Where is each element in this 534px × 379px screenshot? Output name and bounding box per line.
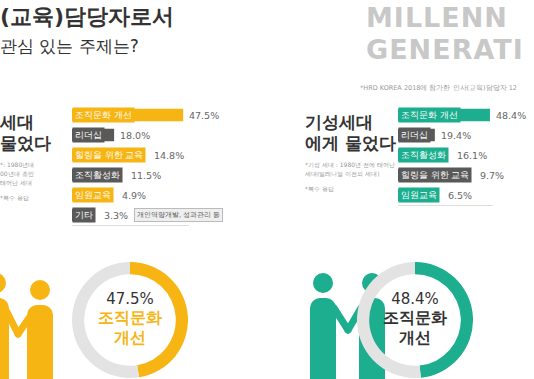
svg-text:리더십: 리더십	[75, 130, 102, 140]
html-text:태어난 세대: 태어난 세대	[0, 179, 32, 186]
html-text:세대: 세대	[0, 112, 34, 132]
svg-text:14.8%: 14.8%	[154, 150, 184, 161]
html-text:개선: 개선	[114, 328, 146, 347]
svg-text:9.7%: 9.7%	[480, 170, 504, 181]
html-text:GENERATI: GENERATI	[366, 34, 524, 65]
svg-text:조직문화 개선: 조직문화 개선	[75, 110, 132, 120]
svg-text:48.4%: 48.4%	[496, 110, 526, 121]
html-text:세대(밀레니얼 이전의 세대): 세대(밀레니얼 이전의 세대)	[305, 170, 380, 177]
html-text:48.4%: 48.4%	[391, 290, 439, 308]
html-text:기성세대: 기성세대	[305, 112, 373, 132]
svg-text:3.3%: 3.3%	[104, 210, 128, 221]
html-text:에게 물었다: 에게 물었다	[305, 133, 396, 153]
html-text:조직문화: 조직문화	[98, 308, 162, 327]
html-text:물었다: 물었다	[0, 133, 51, 153]
html-text:*기성 세대 : 1980년 전에 태어난: *기성 세대 : 1980년 전에 태어난	[305, 161, 395, 168]
html-text:(교육)담당자로서: (교육)담당자로서	[0, 4, 175, 29]
html-text:*복수 응답: *복수 응답	[305, 185, 334, 192]
html-text:*HRD KOREA 2018에 참가한 인사(교육)담당자: *HRD KOREA 2018에 참가한 인사(교육)담당자 12	[360, 84, 517, 92]
svg-text:개인역량개발, 성과관리 등: 개인역량개발, 성과관리 등	[137, 211, 220, 219]
svg-text:11.5%: 11.5%	[131, 170, 161, 181]
svg-text:힐링을 위한 교육: 힐링을 위한 교육	[75, 150, 143, 160]
svg-text:16.1%: 16.1%	[457, 150, 487, 161]
svg-text:조직문화 개선: 조직문화 개선	[401, 110, 458, 120]
svg-text:조직활성화: 조직활성화	[401, 150, 446, 160]
html-text:47.5%: 47.5%	[106, 290, 154, 308]
svg-text:임원교육: 임원교육	[75, 190, 111, 200]
html-text:*: 1980년대: *: 1980년대	[0, 161, 35, 168]
svg-text:조직활성화: 조직활성화	[75, 170, 120, 180]
html-text:조직문화: 조직문화	[383, 308, 447, 327]
svg-text:47.5%: 47.5%	[189, 110, 219, 121]
svg-text:6.5%: 6.5%	[448, 190, 472, 201]
svg-text:19.4%: 19.4%	[441, 130, 471, 141]
svg-text:기타: 기타	[75, 210, 93, 220]
html-text:관심 있는 주제는?: 관심 있는 주제는?	[0, 36, 139, 56]
svg-text:18.0%: 18.0%	[120, 130, 150, 141]
html-text:MILLENN: MILLENN	[366, 2, 508, 33]
svg-text:4.9%: 4.9%	[122, 190, 146, 201]
svg-text:리더십: 리더십	[401, 130, 428, 140]
html-text:*복수 응답: *복수 응답	[0, 194, 29, 201]
svg-text:임원교육: 임원교육	[401, 190, 437, 200]
html-text:개선: 개선	[399, 328, 431, 347]
svg-text:힐링을 위한 교육: 힐링을 위한 교육	[401, 170, 469, 180]
html-text:00년대 초반: 00년대 초반	[0, 170, 34, 177]
